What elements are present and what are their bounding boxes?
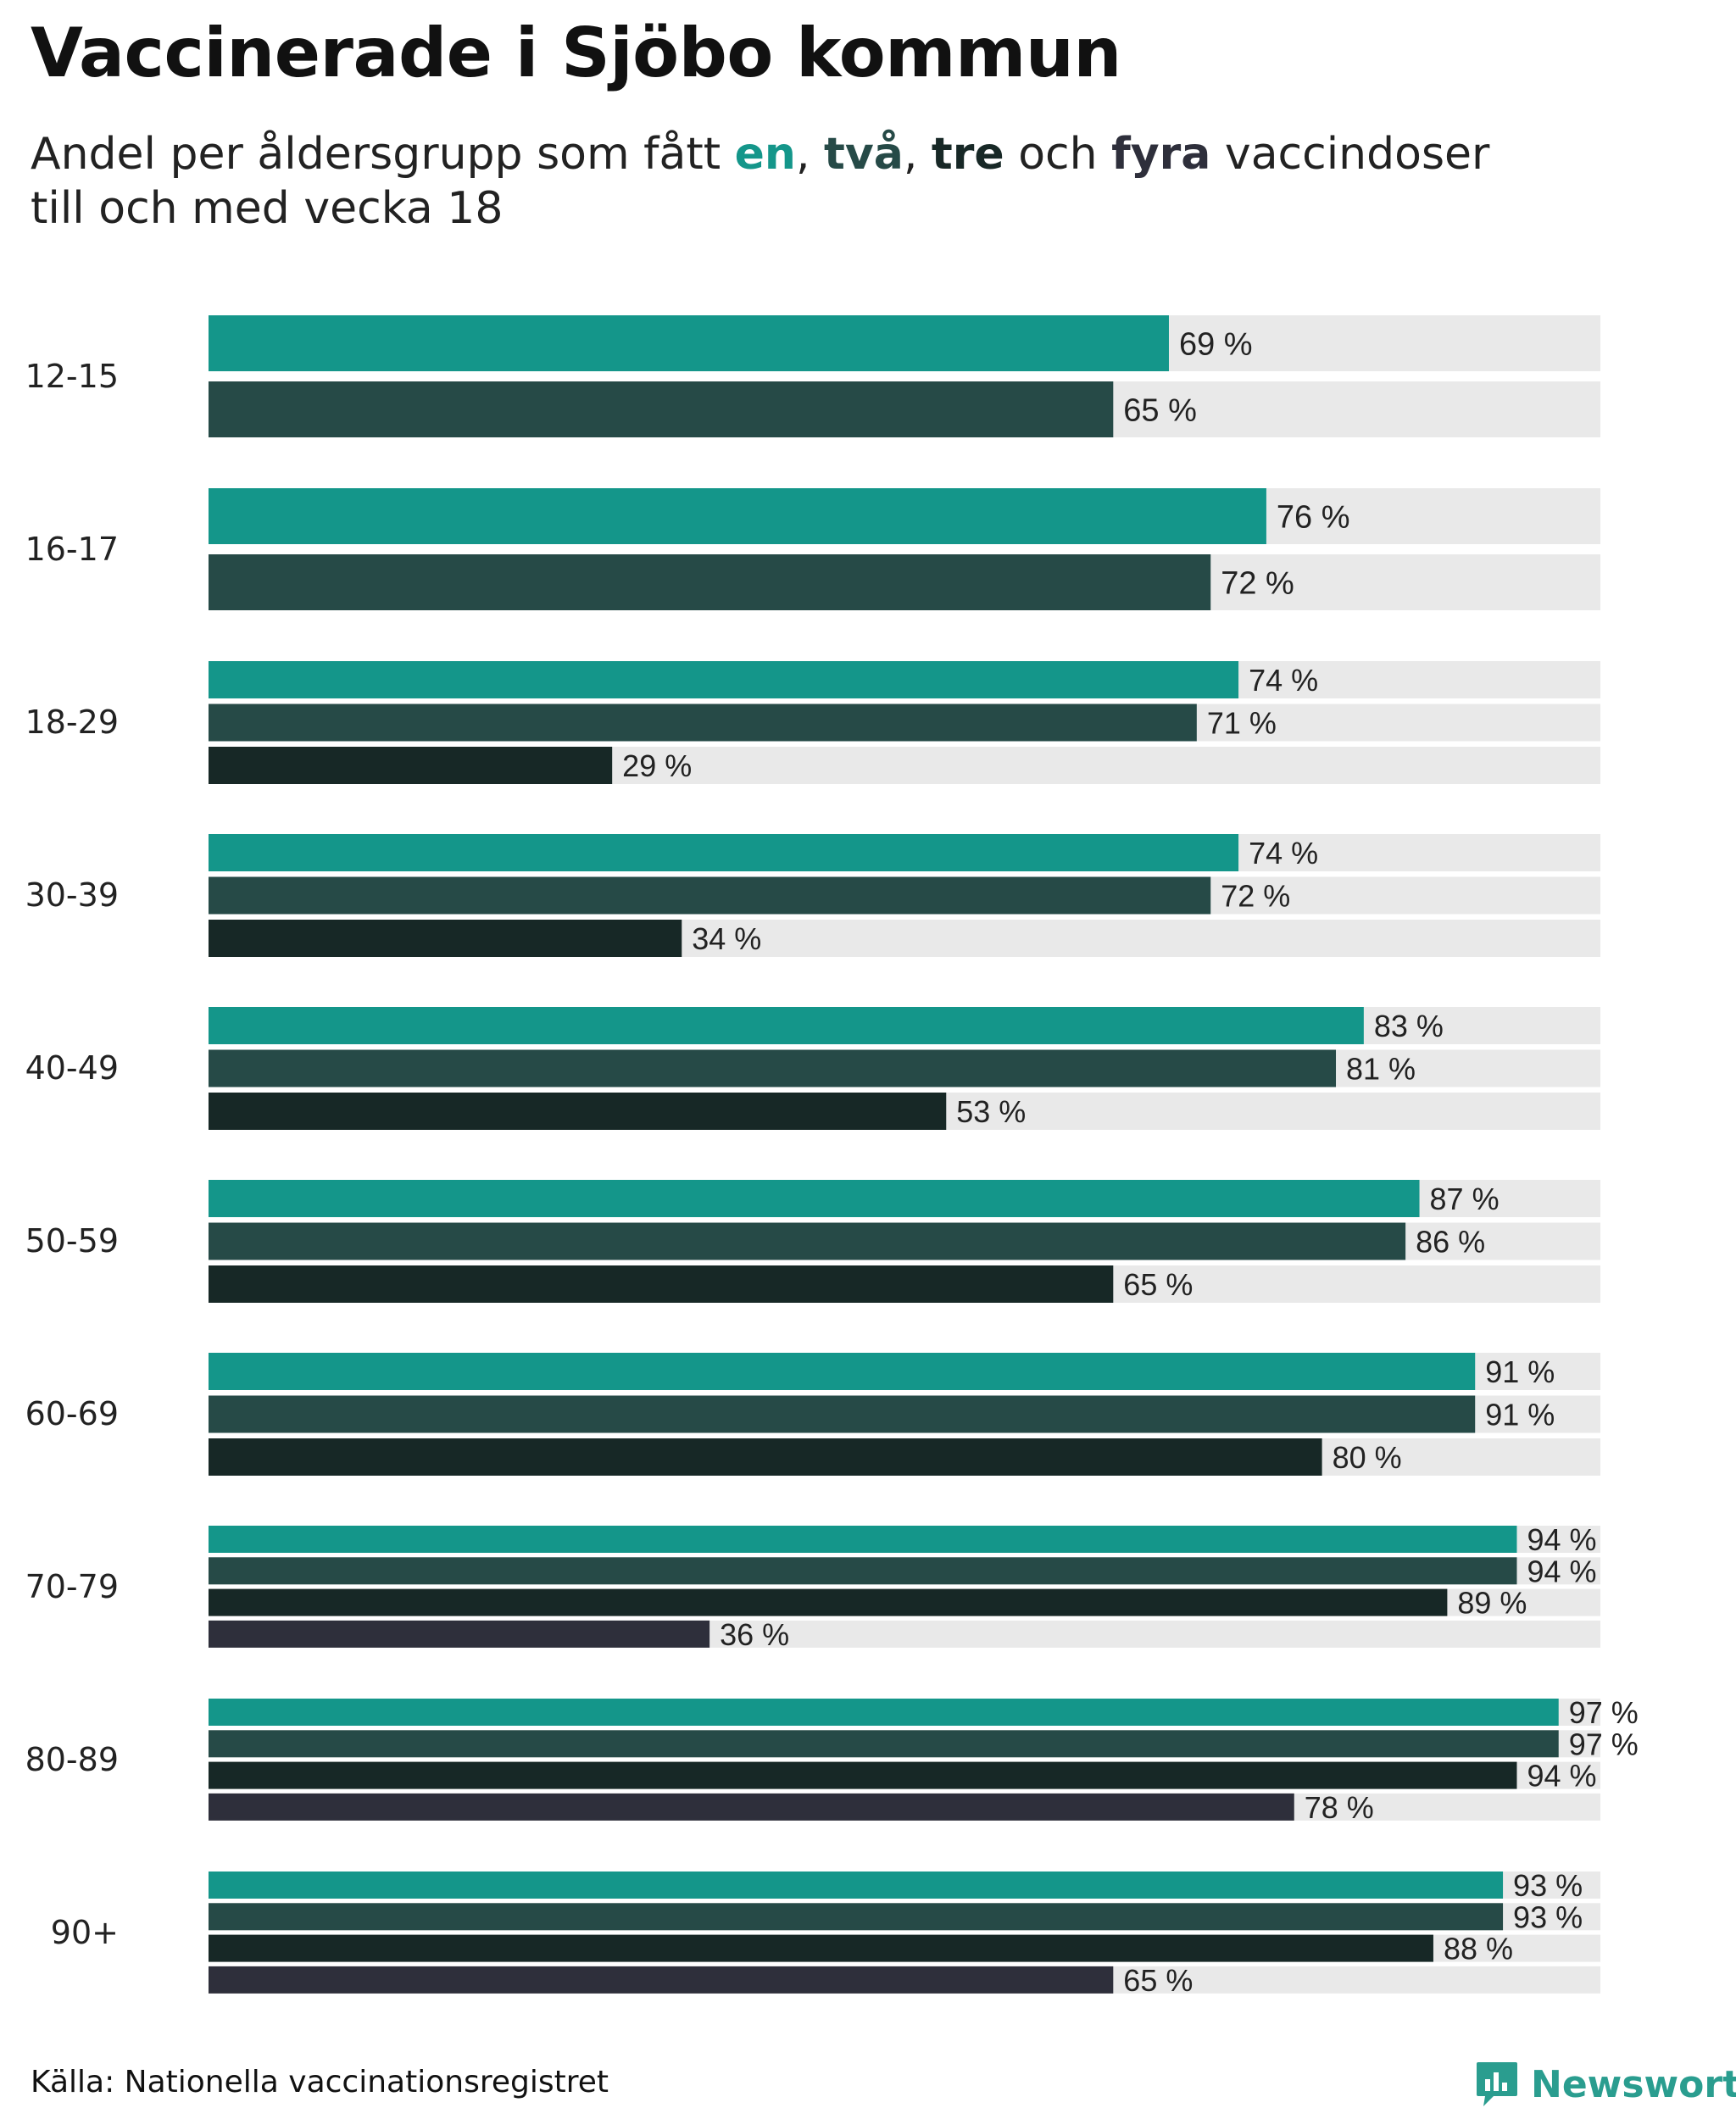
value-label: 94 % (1527, 1759, 1596, 1794)
bar-group: 90+ 93 %93 %88 % 65 % (51, 1868, 1600, 1998)
value-label: 74 % (1249, 836, 1318, 870)
bar-fyra (209, 1966, 1114, 1994)
value-label: 69 % (1179, 327, 1253, 363)
bar-tre (209, 1761, 1517, 1789)
value-label: 97 % (1569, 1695, 1639, 1730)
bar-en (209, 1180, 1420, 1217)
chart-subtitle: Andel per åldersgrupp som fått en, två, … (31, 127, 1556, 236)
value-label: 94 % (1527, 1522, 1596, 1557)
legend-key-tre: tre (931, 129, 1004, 180)
category-label: 50-59 (25, 1222, 119, 1260)
subtitle-sep: och (1004, 129, 1112, 180)
category-label: 80-89 (25, 1741, 119, 1778)
value-label: 87 % (1430, 1182, 1500, 1216)
bar-fyra (209, 1620, 710, 1648)
bar-group: 16-17 76 % 72 % (25, 488, 1600, 610)
value-label: 86 % (1416, 1224, 1485, 1259)
value-label: 74 % (1249, 663, 1318, 698)
value-label: 91 % (1485, 1354, 1555, 1389)
category-label: 18-29 (25, 704, 119, 741)
value-label: 81 % (1346, 1051, 1416, 1086)
bar-en (209, 661, 1239, 698)
bar-tva (209, 1903, 1504, 1931)
bar-group: 18-29 74 % 71 % 29 % (25, 661, 1600, 784)
newsworthy-logo: Newsworthy (1475, 2055, 1736, 2114)
bar-en (209, 1353, 1476, 1390)
value-label: 93 % (1513, 1868, 1583, 1903)
bar-tva (209, 554, 1211, 610)
bar-group: 70-79 94 %94 %89 % 36 % (25, 1522, 1600, 1652)
bar-en (209, 315, 1169, 371)
value-label: 78 % (1305, 1790, 1374, 1825)
value-label: 65 % (1123, 1963, 1193, 1998)
bar-tre (209, 1265, 1114, 1303)
bar-tre (209, 1438, 1322, 1476)
category-label: 40-49 (25, 1049, 119, 1087)
category-label: 90+ (51, 1914, 119, 1951)
bar-tva (209, 1049, 1337, 1087)
bar-tva (209, 1730, 1559, 1758)
value-label: 83 % (1374, 1009, 1444, 1043)
bar-chart: 12-15 69 % 65 % 16-17 76 % 72 % 18-29 74 % 71 % 2… (25, 315, 1639, 1998)
bar-group: 12-15 69 % 65 % (25, 315, 1600, 437)
bar-tva (209, 1557, 1517, 1585)
category-label: 60-69 (25, 1395, 119, 1432)
value-label: 29 % (622, 748, 692, 783)
bar-tre (209, 1093, 947, 1130)
value-label: 76 % (1277, 500, 1350, 536)
category-label: 12-15 (25, 358, 119, 395)
value-label: 94 % (1527, 1554, 1596, 1588)
bar-group: 60-69 91 % 91 % 80 % (25, 1353, 1600, 1476)
legend-key-fyra: fyra (1111, 129, 1211, 180)
bar-en (209, 1007, 1364, 1044)
bar-tva (209, 876, 1211, 915)
value-label: 53 % (956, 1094, 1026, 1129)
category-label: 16-17 (25, 531, 119, 568)
bar-fyra (209, 1793, 1294, 1821)
bar-en (209, 834, 1239, 871)
newsworthy-logo-icon (1477, 2062, 1517, 2106)
bar-tva (209, 704, 1197, 742)
value-label: 65 % (1123, 393, 1197, 429)
value-label: 36 % (720, 1617, 789, 1652)
bar-en (209, 1872, 1504, 1899)
bar-en (209, 488, 1266, 544)
bar-en (209, 1526, 1517, 1553)
subtitle-text: vaccindoser (1210, 129, 1490, 180)
category-label: 70-79 (25, 1568, 119, 1605)
bar-group: 50-59 87 % 86 % 65 % (25, 1180, 1600, 1303)
value-label: 34 % (692, 921, 761, 956)
chart-title: Vaccinerade i Sjöbo kommun (31, 14, 1121, 92)
subtitle-line2: till och med vecka 18 (31, 183, 504, 234)
bar-tre (209, 1934, 1433, 1962)
subtitle-text: Andel per åldersgrupp som fått (31, 129, 735, 180)
subtitle-sep: , (903, 129, 932, 180)
bar-group: 40-49 83 % 81 % 53 % (25, 1007, 1600, 1130)
value-label: 72 % (1221, 566, 1294, 602)
source-note: Källa: Nationella vaccinationsregistret (31, 2065, 609, 2100)
value-label: 72 % (1221, 878, 1290, 913)
category-label: 30-39 (25, 876, 119, 914)
bar-tre (209, 1588, 1448, 1616)
value-label: 89 % (1457, 1586, 1527, 1621)
bar-tre (209, 747, 613, 784)
value-label: 93 % (1513, 1899, 1583, 1934)
bar-tva (209, 381, 1114, 437)
subtitle-sep: , (795, 129, 825, 180)
value-label: 71 % (1207, 705, 1277, 740)
bar-tre (209, 920, 682, 957)
bar-en (209, 1699, 1559, 1726)
legend-key-en: en (734, 129, 796, 180)
bar-tva (209, 1222, 1406, 1260)
brand-name: Newsworthy (1531, 2062, 1736, 2106)
bar-group: 30-39 74 % 72 % 34 % (25, 834, 1600, 957)
value-label: 97 % (1569, 1727, 1639, 1761)
value-label: 65 % (1123, 1267, 1193, 1302)
bar-tva (209, 1395, 1476, 1433)
value-label: 80 % (1333, 1440, 1402, 1475)
value-label: 91 % (1485, 1397, 1555, 1432)
value-label: 88 % (1444, 1932, 1513, 1966)
legend-key-tva: två (824, 129, 904, 180)
